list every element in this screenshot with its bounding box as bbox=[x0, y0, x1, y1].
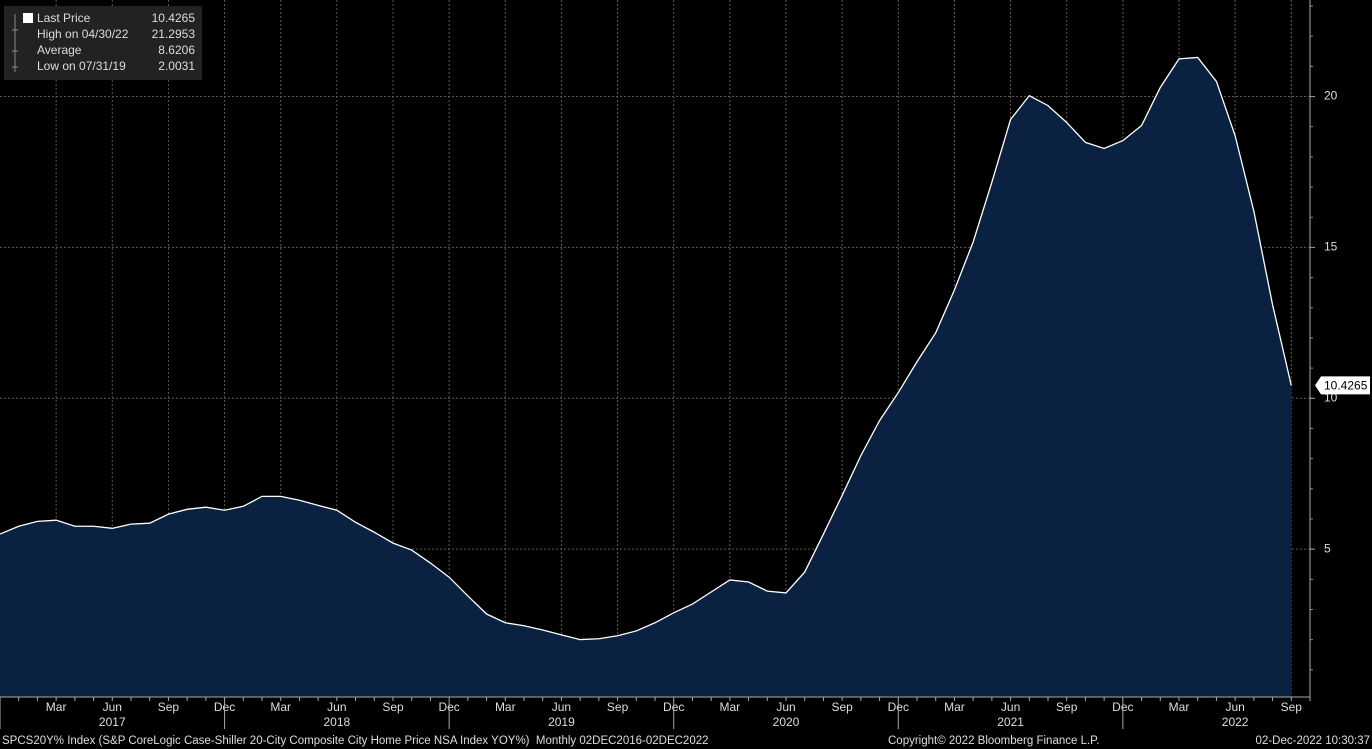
x-tick-label: Sep bbox=[1056, 700, 1078, 714]
x-tick-label: Mar bbox=[944, 700, 965, 714]
legend-value: 10.4265 bbox=[152, 11, 196, 25]
x-tick-label: Sep bbox=[158, 700, 180, 714]
x-tick-label: Sep bbox=[607, 700, 629, 714]
x-tick-label: Jun bbox=[327, 700, 346, 714]
legend-swatch bbox=[23, 13, 33, 23]
x-tick-label: Jun bbox=[1001, 700, 1020, 714]
x-tick-label: Jun bbox=[1225, 700, 1244, 714]
year-label: 2020 bbox=[773, 715, 800, 729]
legend-box bbox=[4, 6, 202, 80]
footer-timestamp: 02-Dec-2022 10:30:37 bbox=[1256, 735, 1370, 747]
x-tick-label: Sep bbox=[382, 700, 404, 714]
y-tick-label: 20 bbox=[1324, 89, 1338, 103]
x-tick-label: Sep bbox=[1281, 700, 1303, 714]
footer-description: SPCS20Y% Index (S&P CoreLogic Case-Shill… bbox=[2, 735, 709, 747]
year-label: 2021 bbox=[997, 715, 1024, 729]
legend-icons bbox=[12, 14, 18, 72]
x-tick-label: Jun bbox=[552, 700, 571, 714]
line bbox=[0, 56, 1292, 641]
year-label: 2022 bbox=[1222, 715, 1249, 729]
x-tick-label: Mar bbox=[46, 700, 67, 714]
area bbox=[0, 57, 1292, 698]
y-tick-label: 15 bbox=[1324, 240, 1338, 254]
x-tick-label: Sep bbox=[831, 700, 853, 714]
legend-label: Last Price bbox=[37, 11, 91, 25]
year-label: 2018 bbox=[324, 715, 351, 729]
x-tick-label: Mar bbox=[270, 700, 291, 714]
last-value-label: 10.4265 bbox=[1324, 379, 1368, 393]
x-tick-label: Mar bbox=[720, 700, 741, 714]
legend-value: 21.2953 bbox=[152, 27, 196, 41]
year-label: 2017 bbox=[99, 715, 126, 729]
x-tick-label: Mar bbox=[495, 700, 516, 714]
x-tick-label: Jun bbox=[103, 700, 122, 714]
x-tick-label: Jun bbox=[776, 700, 795, 714]
legend-value: 2.0031 bbox=[158, 59, 195, 73]
year-label: 2019 bbox=[548, 715, 575, 729]
footer-copyright: Copyright© 2022 Bloomberg Finance L.P. bbox=[888, 735, 1100, 747]
legend-label: Average bbox=[37, 43, 82, 57]
legend-label: Low on 07/31/19 bbox=[37, 59, 126, 73]
y-tick-label: 5 bbox=[1324, 541, 1331, 555]
x-tick-label: Mar bbox=[1169, 700, 1190, 714]
last-value-tag bbox=[1315, 376, 1370, 395]
legend-label: High on 04/30/22 bbox=[37, 27, 129, 41]
legend-value: 8.6206 bbox=[158, 43, 195, 57]
